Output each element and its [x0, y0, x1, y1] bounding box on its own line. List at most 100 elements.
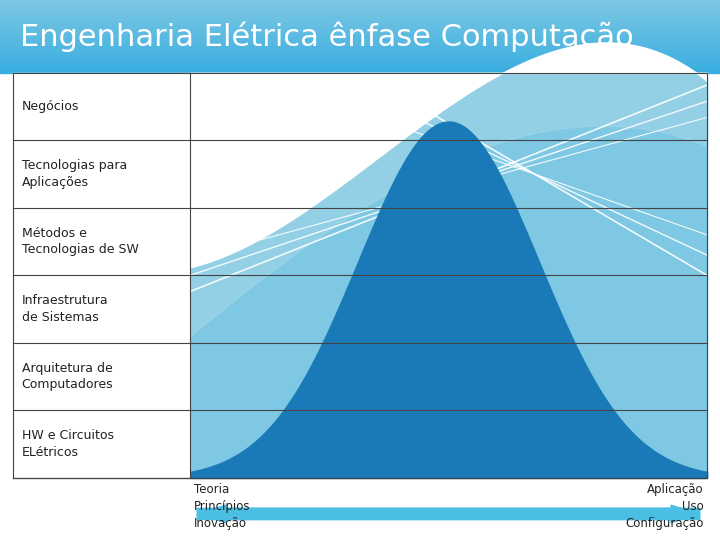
Bar: [0, 44, 720, 45]
Bar: [0, 56, 720, 57]
Bar: [0, 5, 720, 7]
Text: Métodos e
Tecnologias de SW: Métodos e Tecnologias de SW: [22, 227, 138, 256]
Bar: [14, 141, 189, 207]
Bar: [13, 478, 707, 540]
Bar: [0, 15, 720, 17]
Bar: [0, 43, 720, 45]
Bar: [0, 0, 720, 2]
Bar: [0, 49, 720, 51]
Bar: [14, 209, 189, 274]
Bar: [0, 27, 720, 29]
Bar: [0, 31, 720, 33]
Bar: [0, 6, 720, 8]
Bar: [0, 11, 720, 13]
Bar: [0, 50, 720, 52]
Bar: [0, 7, 720, 9]
Bar: [0, 0, 720, 1]
Bar: [0, 4, 720, 6]
Bar: [0, 1, 720, 3]
Bar: [0, 37, 720, 39]
Bar: [0, 64, 720, 65]
Bar: [0, 47, 720, 49]
Bar: [0, 61, 720, 63]
Text: HW e Circuitos
ELétricos: HW e Circuitos ELétricos: [22, 429, 114, 459]
Bar: [0, 23, 720, 25]
Bar: [0, 20, 720, 22]
Bar: [0, 63, 720, 65]
Bar: [0, 57, 720, 59]
Bar: [14, 276, 189, 342]
Bar: [0, 62, 720, 64]
Bar: [0, 71, 720, 73]
Bar: [0, 10, 720, 12]
Bar: [0, 29, 720, 31]
Bar: [0, 12, 720, 14]
Bar: [0, 38, 720, 40]
Bar: [0, 46, 720, 48]
Bar: [0, 35, 720, 36]
Bar: [0, 21, 720, 23]
Bar: [0, 36, 720, 37]
Bar: [0, 53, 720, 56]
Text: Tecnologias para
Aplicações: Tecnologias para Aplicações: [22, 159, 127, 189]
Bar: [0, 40, 720, 42]
Text: Engenharia Elétrica ênfase Computação: Engenharia Elétrica ênfase Computação: [20, 21, 634, 52]
Bar: [0, 68, 720, 69]
Bar: [0, 9, 720, 11]
Bar: [0, 16, 720, 18]
Bar: [0, 22, 720, 24]
Bar: [0, 15, 720, 16]
Bar: [0, 12, 720, 15]
Bar: [0, 17, 720, 19]
Bar: [0, 60, 720, 62]
FancyArrow shape: [197, 505, 700, 523]
Bar: [0, 45, 720, 48]
Bar: [13, 73, 707, 478]
Bar: [0, 68, 720, 70]
Bar: [0, 36, 720, 38]
Bar: [0, 58, 720, 60]
Bar: [0, 30, 720, 32]
Bar: [0, 19, 720, 21]
FancyArrow shape: [197, 505, 700, 523]
Text: Arquitetura de
Computadores: Arquitetura de Computadores: [22, 362, 113, 392]
Bar: [0, 65, 720, 66]
Bar: [0, 39, 720, 41]
Bar: [0, 8, 720, 10]
Bar: [0, 24, 720, 26]
Bar: [0, 2, 720, 4]
Bar: [0, 51, 720, 53]
Bar: [0, 33, 720, 36]
Text: Aplicação
Uso
Configuração: Aplicação Uso Configuração: [625, 483, 703, 530]
Bar: [0, 59, 720, 61]
Bar: [0, 25, 720, 28]
Bar: [0, 3, 720, 4]
Bar: [0, 26, 720, 28]
Bar: [0, 28, 720, 30]
Bar: [0, 69, 720, 71]
Bar: [14, 411, 189, 477]
Bar: [0, 48, 720, 50]
Bar: [0, 65, 720, 68]
Bar: [0, 32, 720, 35]
Bar: [190, 73, 707, 478]
Bar: [0, 53, 720, 55]
Bar: [0, 41, 720, 43]
Bar: [14, 74, 189, 139]
Text: Infraestrutura
de Sistemas: Infraestrutura de Sistemas: [22, 294, 108, 324]
Bar: [0, 56, 720, 58]
Bar: [0, 14, 720, 16]
Bar: [0, 18, 720, 20]
Bar: [0, 42, 720, 44]
Bar: [0, 44, 720, 46]
Bar: [0, 70, 720, 72]
Text: Teoria
Princípios
Inovação: Teoria Princípios Inovação: [194, 483, 250, 530]
Bar: [0, 24, 720, 25]
Bar: [0, 32, 720, 33]
Bar: [0, 66, 720, 69]
Bar: [0, 3, 720, 5]
Bar: [0, 55, 720, 57]
Bar: [14, 344, 189, 409]
Bar: [0, 52, 720, 54]
Text: Negócios: Negócios: [22, 100, 79, 113]
